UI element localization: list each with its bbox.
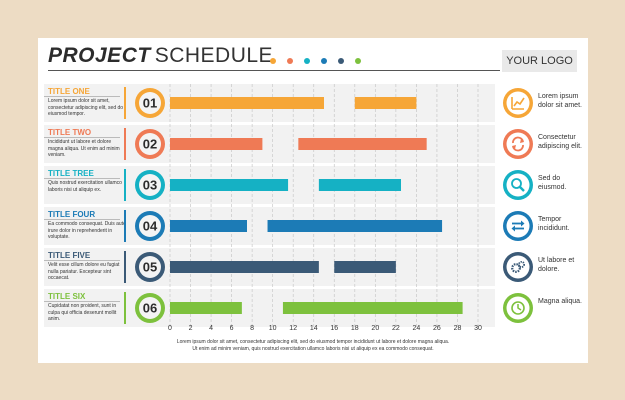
x-tick-label: 12 [289,325,297,332]
row-accent-stick [124,128,126,160]
number-badge-label: 02 [143,137,157,152]
title-dot [338,58,344,64]
row-title: TITLE TREE [48,169,94,178]
row-separator [44,96,120,97]
row-right-text: Magna aliqua. [538,298,582,305]
row-title: TITLE TWO [48,128,92,137]
row-right-text: Tempor incididunt. [538,216,570,232]
number-badge [139,133,161,155]
gantt-bar [170,138,263,150]
number-badge-label: 06 [143,301,157,316]
gantt-bar [170,97,324,109]
x-tick-label: 2 [189,325,193,332]
row-accent-stick [124,251,126,283]
row-accent-stick [124,169,126,201]
row-accent-stick [124,210,126,242]
x-tick-label: 30 [474,325,482,332]
row-separator [44,137,120,138]
number-badge-label: 05 [143,260,157,275]
refresh-icon [512,136,524,152]
gantt-bar [267,220,443,232]
gantt-bar [318,179,401,191]
row-accent-stick [124,87,126,119]
row-title: TITLE ONE [48,87,90,96]
logo: YOUR LOGO [502,50,577,72]
number-badge [139,92,161,114]
x-tick-label: 26 [433,325,441,332]
gears-icon [511,261,525,273]
row-description: Ea commodo consequat. Duis aute irure do… [48,221,126,240]
footer-line-1: Lorem ipsum dolor sit amet, consectetur … [176,339,450,345]
row-description: Incididunt ut labore et dolore magna ali… [48,139,120,158]
title-dot [321,58,327,64]
title-bold: PROJECT [48,44,151,67]
title-dot [287,58,293,64]
gantt-bar [170,220,247,232]
row-separator [44,301,120,302]
title-light: SCHEDULE [154,44,274,67]
row-accent-stick [124,292,126,324]
number-badge-label: 04 [143,219,158,234]
gantt-bar [170,302,242,314]
gantt-bar [298,138,427,150]
x-tick-label: 0 [168,325,172,332]
title-dot [355,58,361,64]
row-description: Quis nostrud exercitation ullamco labori… [48,180,122,193]
schedule-card: PROJECT SCHEDULE YOUR LOGO TITLE ONE Lore… [38,38,588,363]
row-right-text: Consectetur adipiscing elit. [538,134,582,150]
gantt-bar [334,261,396,273]
x-tick-label: 8 [250,325,254,332]
number-badge [139,297,161,319]
x-tick-label: 18 [351,325,359,332]
number-badge [139,174,161,196]
number-badge [139,215,161,237]
row-separator [44,219,120,220]
icon-bg [506,132,530,156]
row-right-text: Lorem ipsum dolor sit amet. [538,93,582,109]
search-icon [511,178,525,192]
row-separator [44,260,120,261]
x-tick-label: 6 [230,325,234,332]
x-tick-label: 10 [269,325,277,332]
icon-bg [506,255,530,279]
title-dot [270,58,276,64]
row-right-text: Sed do eiusmod. [538,175,567,191]
row-title: TITLE SIX [48,292,86,301]
gantt-bar [170,261,319,273]
row-description: Cupidatat non proident, sunt in culpa qu… [48,303,117,322]
row-description: Lorem ipsum dolor sit amet, consectetur … [48,98,124,117]
x-tick-label: 28 [454,325,462,332]
gantt-bar [170,179,289,191]
x-tick-label: 4 [209,325,213,332]
clock-icon [511,301,525,315]
footer-line-2: Ut enim ad minim veniam, quis nostrud ex… [192,346,434,352]
x-tick-label: 14 [310,325,318,332]
gantt-bar [354,97,417,109]
x-tick-label: 20 [371,325,379,332]
x-tick-label: 22 [392,325,400,332]
number-badge-label: 01 [143,96,157,111]
number-badge-label: 03 [143,178,157,193]
title-dot [304,58,310,64]
x-tick-label: 24 [413,325,421,332]
row-title: TITLE FIVE [48,251,91,260]
row-right-text: Ut labore et dolore. [538,257,575,273]
x-tick-label: 16 [330,325,338,332]
row-description: Velit esse cillum dolore eu fugiat nulla… [48,262,120,281]
chart-growth-icon [511,97,525,110]
page-title: PROJECT SCHEDULE [48,44,273,70]
gantt-bar [282,302,463,314]
number-badge [139,256,161,278]
arrows-exchange-icon [511,220,525,232]
title-underline [48,70,500,71]
row-title: TITLE FOUR [48,210,96,219]
icon-bg [506,214,530,238]
icon-bg [506,173,530,197]
row-separator [44,178,120,179]
